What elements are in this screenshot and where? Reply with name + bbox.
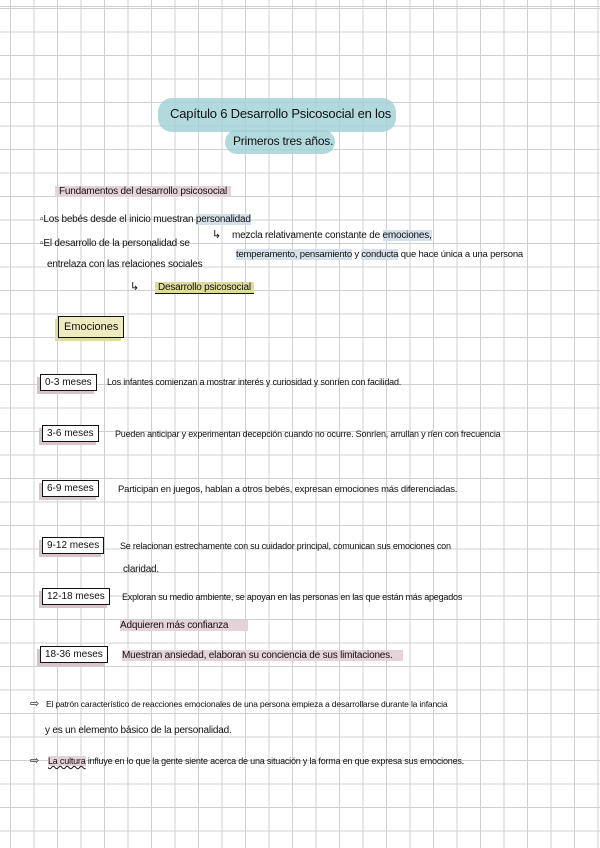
note-1: El patrón característico de reacciones e…: [46, 699, 448, 709]
stage-text: Muestran ansiedad, elaboran su concienci…: [122, 650, 403, 661]
emociones-heading: Emociones: [58, 316, 125, 338]
arrow-right-icon: ⇨: [30, 755, 40, 767]
definition-line1: mezcla relativamente constante de emocio…: [232, 230, 432, 241]
bullet-text: El desarrollo de la personalidad se: [43, 238, 190, 249]
definition-line2: temperamento, pensamiento y conducta que…: [236, 249, 523, 260]
bullet-2: ▫El desarrollo de la personalidad se: [40, 238, 190, 249]
stage-age: 0-3 meses: [40, 374, 97, 391]
stage-age: 3-6 meses: [42, 425, 99, 442]
note-1-cont: y es un elemento básico de la personalid…: [45, 725, 232, 736]
text: que hace única a una persona: [398, 249, 524, 260]
arrow-right-icon: ⇨: [30, 698, 40, 710]
result-label: Desarrollo psicosocial: [155, 282, 254, 294]
stage-text: Exploran su medio ambiente, se apoyan en…: [122, 592, 463, 602]
stage-age: 9-12 meses: [42, 537, 105, 554]
highlight: conducta: [361, 249, 399, 260]
arrow-icon: ↳: [212, 229, 222, 241]
text: influye en lo que la gente siente acerca…: [85, 756, 464, 766]
page-title-line2: Primeros tres años.: [233, 134, 334, 148]
stage-age: 6-9 meses: [42, 480, 99, 497]
stage-text: Se relacionan estrechamente con su cuida…: [120, 541, 451, 551]
stage-text: Pueden anticipar y experimentan decepció…: [115, 429, 501, 439]
highlight: emociones,: [382, 230, 432, 241]
highlight: temperamento, pensamiento: [236, 249, 352, 260]
note-2: La cultura influye en lo que la gente si…: [48, 756, 464, 766]
highlight: personalidad: [195, 214, 251, 225]
bullet-2-cont: entrelaza con las relaciones sociales: [47, 259, 203, 270]
stage-text: Participan en juegos, hablan a otros beb…: [118, 484, 458, 495]
title-highlight: [158, 98, 396, 132]
text: mezcla relativamente constante de: [232, 230, 383, 241]
bullet-text: Los bebés desde el inicio muestran: [43, 214, 196, 225]
stage-text-cont: Adquieren más confianza: [120, 620, 249, 631]
stage-text: Los infantes comienzan a mostrar interés…: [107, 377, 402, 387]
bullet-1: ▫Los bebés desde el inicio muestran pers…: [40, 214, 251, 225]
text: y: [351, 249, 362, 260]
stage-text-cont: claridad.: [123, 564, 159, 575]
section-heading: Fundamentos del desarrollo psicosocial: [55, 186, 232, 197]
stage-age: 12-18 meses: [42, 588, 110, 605]
page-title: Capítulo 6 Desarrollo Psicosocial en los: [170, 106, 392, 121]
highlight: La cultura: [48, 756, 86, 766]
arrow-icon: ↳: [130, 281, 140, 293]
stage-age: 18-36 meses: [40, 646, 108, 663]
title-highlight: [225, 130, 335, 154]
